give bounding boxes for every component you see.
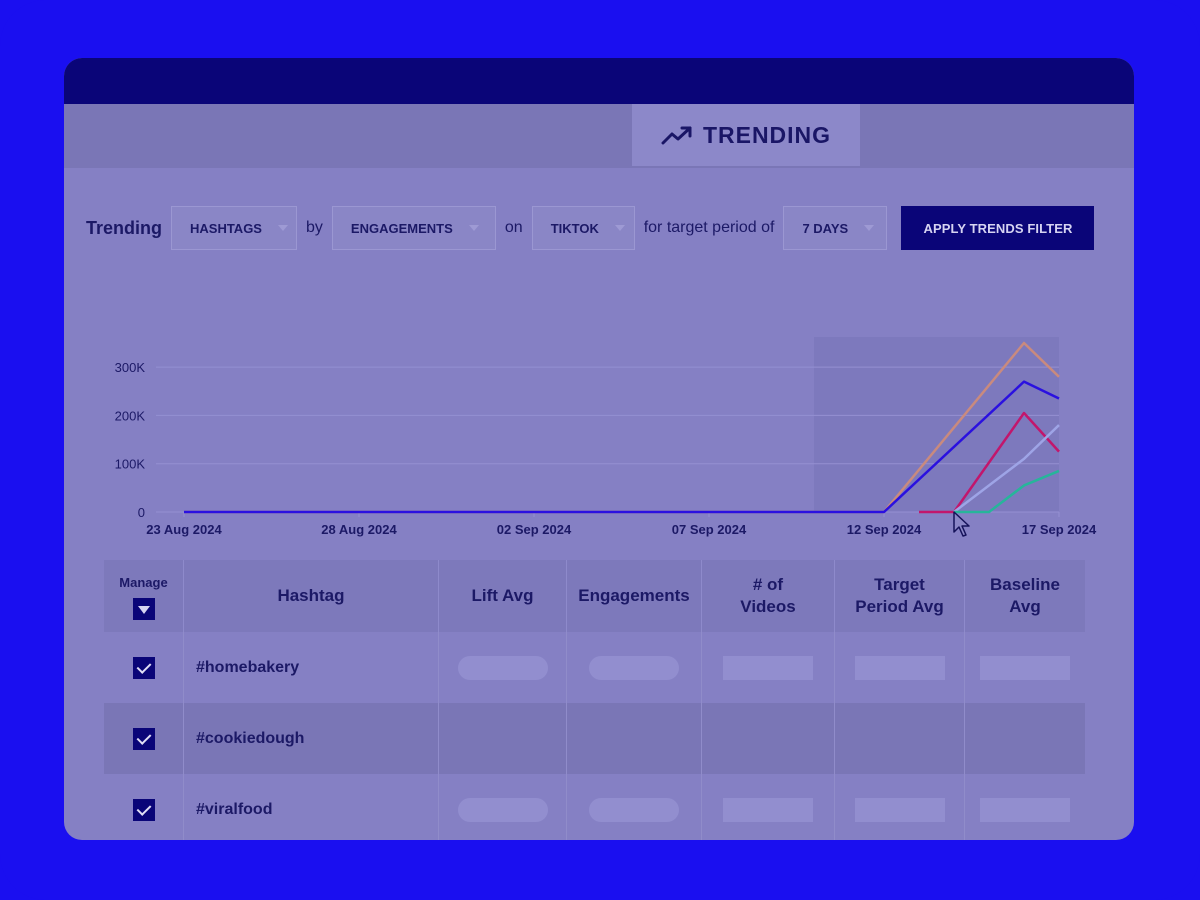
- videos-cell: [702, 632, 835, 703]
- table-row: #cookiedough: [104, 703, 1085, 774]
- period-label: for target period of: [643, 219, 775, 236]
- loading-placeholder: [723, 797, 813, 822]
- chevron-down-icon: [864, 225, 875, 231]
- trend-chart: 0 100K 200K 300K 23 Aug 2024 28 Aug 2024 02 Se…: [115, 337, 1097, 537]
- hashtag-cell[interactable]: #viralfood: [184, 774, 439, 840]
- series-line-giantcookie: [953, 424, 1060, 513]
- hashtag-header[interactable]: Hashtag: [184, 560, 439, 632]
- target-period-band: [814, 337, 1059, 512]
- row-checkbox-cell: [104, 632, 184, 703]
- videos-cell: [702, 703, 835, 774]
- loading-placeholder: [457, 797, 548, 822]
- engagements-cell: [567, 774, 702, 840]
- period-select-value: 7 DAYS: [802, 220, 849, 236]
- loading-placeholder: [723, 655, 813, 680]
- lift-avg-cell: [439, 703, 567, 774]
- baseline-avg-cell: [965, 774, 1085, 840]
- period-select[interactable]: 7 DAYS: [783, 206, 888, 250]
- row-checkbox[interactable]: [132, 798, 155, 821]
- baseline-avg-cell: [965, 703, 1085, 774]
- x-tick-label: 02 Sep 2024: [497, 522, 572, 537]
- videos-header[interactable]: # of Videos: [702, 560, 835, 632]
- loading-placeholder: [457, 655, 548, 680]
- lift-avg-header[interactable]: Lift Avg: [439, 560, 567, 632]
- manage-header-label: Manage: [119, 575, 168, 590]
- metric-select[interactable]: ENGAGEMENTS: [331, 206, 496, 250]
- top-bar: [64, 58, 1134, 104]
- y-tick-label: 300K: [115, 360, 146, 375]
- engagements-header[interactable]: Engagements: [567, 560, 702, 632]
- chevron-down-icon: [277, 225, 288, 231]
- manage-header: Manage: [104, 560, 184, 632]
- chevron-down-icon: [468, 225, 479, 231]
- loading-placeholder: [854, 797, 945, 822]
- loading-placeholder: [589, 655, 679, 680]
- row-checkbox-cell: [104, 774, 184, 840]
- hashtag-cell[interactable]: #homebakery: [184, 632, 439, 703]
- target-period-avg-cell: [835, 703, 965, 774]
- trending-up-icon: [661, 126, 692, 145]
- by-label: by: [306, 219, 323, 236]
- loading-placeholder: [980, 797, 1070, 822]
- manage-dropdown-button[interactable]: [132, 598, 155, 620]
- platform-select[interactable]: TIKTOK: [531, 206, 635, 250]
- videos-cell: [702, 774, 835, 840]
- metric-select-value: ENGAGEMENTS: [350, 220, 453, 236]
- apply-trends-filter-button[interactable]: APPLY TRENDS FILTER: [901, 206, 1095, 250]
- loading-placeholder: [589, 797, 679, 822]
- series-line-bueno: [954, 469, 1060, 514]
- lift-avg-cell: [439, 632, 567, 703]
- loading-placeholder: [854, 655, 945, 680]
- filter-lead-label: Trending: [86, 217, 162, 238]
- x-tick-label: 12 Sep 2024: [847, 522, 922, 537]
- on-label: on: [504, 219, 523, 236]
- tab-strip: [64, 104, 1134, 168]
- platform-select-value: TIKTOK: [550, 220, 599, 236]
- tab-trending[interactable]: TRENDING: [632, 104, 860, 166]
- x-tick-label: 28 Aug 2024: [321, 522, 397, 537]
- type-select[interactable]: HASHTAGS: [171, 206, 297, 250]
- loading-placeholder: [980, 655, 1070, 680]
- baseline-avg-header[interactable]: Baseline Avg: [990, 575, 1060, 616]
- table-header: Manage Hashtag Lift Avg Engagements # of…: [104, 560, 1085, 632]
- table-row: #homebakery: [104, 632, 1085, 703]
- lift-avg-cell: [439, 774, 567, 840]
- hashtag-cell[interactable]: #cookiedough: [184, 703, 439, 774]
- series-line-cookiedough: [184, 380, 1060, 514]
- app-screen: TRENDING Trending HASHTAGS by ENGAGEMENT…: [64, 58, 1134, 840]
- table-row: #viralfood: [104, 774, 1085, 840]
- x-tick-label: 07 Sep 2024: [672, 522, 747, 537]
- row-checkbox[interactable]: [132, 727, 155, 750]
- row-checkbox-cell: [104, 703, 184, 774]
- series-line-viralfood: [919, 411, 1060, 514]
- y-tick-label: 100K: [115, 457, 146, 472]
- row-checkbox[interactable]: [132, 656, 155, 679]
- target-period-avg-header[interactable]: Target Period Avg: [835, 560, 965, 632]
- x-tick-label: 23 Aug 2024: [146, 522, 222, 537]
- baseline-avg-cell: [965, 632, 1085, 703]
- engagements-cell: [567, 703, 702, 774]
- y-tick-label: 0: [138, 505, 145, 520]
- engagements-cell: [567, 632, 702, 703]
- hashtag-table: Manage Hashtag Lift Avg Engagements # of…: [104, 560, 1085, 840]
- chevron-down-icon: [614, 225, 625, 231]
- target-period-avg-cell: [835, 632, 965, 703]
- target-period-avg-cell: [835, 774, 965, 840]
- mouse-pointer-icon: [953, 511, 970, 537]
- tab-title: TRENDING: [702, 121, 832, 148]
- trend-filters: Trending HASHTAGS by ENGAGEMENTS on TIKT…: [86, 206, 1095, 250]
- y-tick-label: 200K: [115, 408, 146, 423]
- type-select-value: HASHTAGS: [190, 220, 262, 236]
- x-tick-label: 17 Sep 2024: [1022, 522, 1097, 537]
